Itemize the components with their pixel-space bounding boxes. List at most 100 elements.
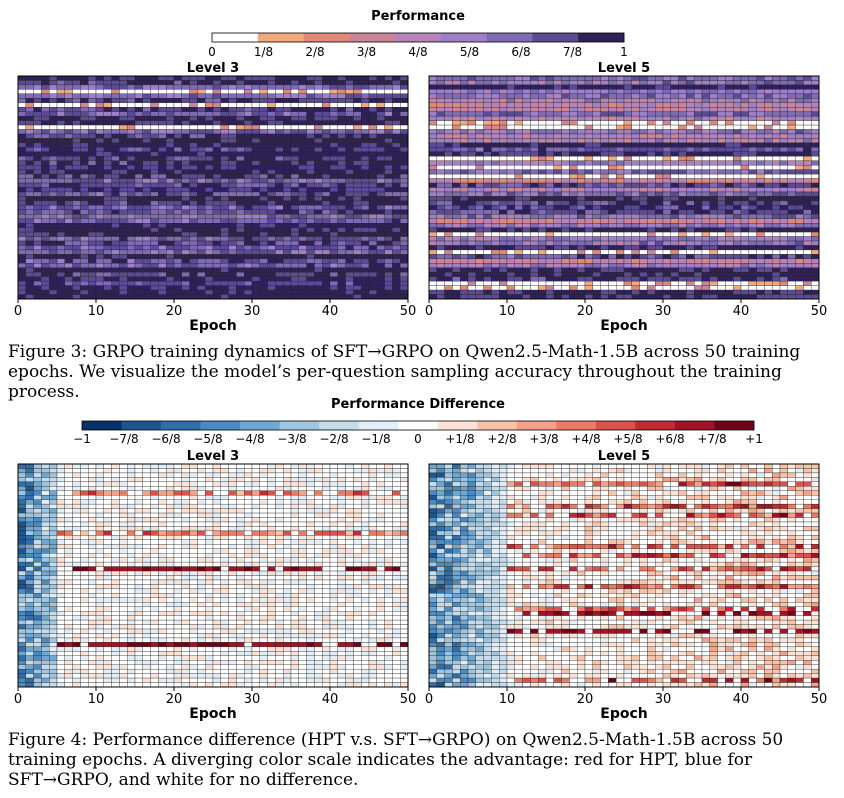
fig3-level3-cell — [228, 84, 237, 90]
fig3-level5-cell — [553, 138, 562, 144]
fig3-level3-cell — [306, 200, 315, 206]
fig3-level5-cell — [678, 218, 687, 224]
fig3-level5-cell — [748, 107, 757, 112]
fig3-level5-cell — [717, 102, 726, 108]
fig3-level5-cell — [709, 289, 718, 295]
fig3-level3-cell — [88, 231, 97, 237]
fig3-level3-cell — [197, 200, 206, 206]
fig3-level3-cell — [33, 263, 42, 268]
fig3-level5-cell — [647, 120, 656, 126]
fig3-level5-cell — [499, 169, 508, 175]
fig3-level3-cell — [392, 173, 401, 179]
fig3-level5-cell — [631, 102, 640, 108]
fig3-level5-cell — [779, 196, 788, 202]
fig3-level3-cell — [220, 236, 229, 242]
fig3-level5-cell — [756, 151, 765, 157]
fig3-level3-cell — [189, 249, 198, 255]
fig3-level3-cell — [298, 156, 307, 161]
fig3-level3-cell — [181, 254, 190, 260]
fig3-level3-cell — [181, 223, 190, 228]
fig3-level5-cell — [428, 178, 437, 184]
fig3-level3-cell — [220, 75, 229, 81]
fig3-level3-cell — [95, 102, 104, 108]
fig3-level3-cell — [173, 156, 182, 161]
fig3-level5-cell — [569, 200, 578, 206]
fig3-level3-cell — [314, 285, 323, 291]
fig3-level5-cell — [467, 142, 476, 148]
fig3-level3-cell — [119, 249, 128, 255]
fig3-level5-cell — [530, 156, 539, 161]
fig3-level5-cell — [787, 80, 796, 86]
fig3-level5-cell — [475, 263, 484, 268]
fig3-level3-cell — [290, 200, 299, 206]
fig3-level5-cell — [733, 93, 742, 99]
fig3-colorbar-swatch — [257, 33, 304, 42]
fig3-level3-cell — [368, 236, 377, 242]
fig3-level5-cell — [748, 231, 757, 237]
fig3-colorbar-title: Performance — [371, 9, 465, 24]
fig3-level5-cell — [662, 133, 671, 139]
fig3-level3-cell — [173, 107, 182, 112]
fig3-level5-cell — [561, 142, 570, 148]
fig3-level3-cell — [306, 258, 315, 264]
fig3-level5-cell — [717, 115, 726, 121]
fig3-level5-cell — [467, 227, 476, 233]
fig3-level3-cell — [283, 156, 292, 161]
fig3-level3-cell — [88, 147, 97, 152]
fig3-level3-cell — [275, 107, 284, 112]
fig3-level3-cell — [64, 93, 73, 99]
fig3-level5-cell — [733, 236, 742, 242]
fig3-level3-cell — [103, 187, 112, 193]
fig3-level5-cell — [678, 285, 687, 291]
fig3-level5-cell — [795, 178, 804, 184]
fig3-level5-cell — [522, 80, 531, 86]
fig3-level3-cell — [345, 236, 354, 242]
fig3-level3-cell — [259, 115, 268, 121]
fig3-level5-cell — [608, 133, 617, 139]
fig3-level3-cell — [72, 165, 81, 170]
fig3-level3-cell — [111, 107, 120, 112]
fig3-level3-cell — [306, 254, 315, 260]
fig3-level3-cell — [64, 182, 73, 188]
fig3-level5-cell — [491, 223, 500, 228]
fig3-level3-cell — [33, 272, 42, 277]
fig3-level5-cell — [623, 173, 632, 179]
fig3-level5-cell — [811, 187, 820, 193]
fig3-level3-cell — [392, 227, 401, 233]
fig3-level3-cell — [189, 173, 198, 179]
fig3-level3-cell — [166, 258, 175, 264]
fig3-level3-cell — [197, 267, 206, 273]
fig3-level5-cell — [569, 209, 578, 215]
fig3-level5-cell — [779, 151, 788, 157]
fig3-level5-cell — [467, 93, 476, 99]
fig3-level3-cell — [189, 124, 198, 130]
fig3-level3-cell — [345, 156, 354, 161]
fig3-level3-cell — [376, 98, 385, 103]
fig3-level5-cell — [748, 89, 757, 95]
fig3-level5-cell — [740, 218, 749, 224]
fig3-level5-cell — [444, 182, 453, 188]
fig3-level5-cell — [694, 223, 703, 228]
fig3-level3-cell — [189, 147, 198, 152]
fig3-level5-cell — [701, 196, 710, 202]
fig3-level5-cell — [616, 209, 625, 215]
fig3-level3-cell — [329, 98, 338, 103]
fig3-level3-cell — [95, 169, 104, 175]
fig3-level5-cell — [811, 107, 820, 112]
fig3-level5-cell — [467, 191, 476, 197]
fig3-level5-cell — [655, 276, 664, 282]
fig3-level3-cell — [353, 191, 362, 197]
fig3-level5-cell — [608, 227, 617, 233]
fig3-level5-cell — [779, 133, 788, 139]
fig3-level5-cell — [623, 75, 632, 81]
fig3-level5-cell — [483, 294, 492, 300]
fig3-level3-cell — [158, 196, 167, 202]
fig3-level3-cell — [56, 209, 65, 215]
fig3-level3-cell — [400, 138, 409, 144]
fig3-level5-cell — [483, 111, 492, 117]
fig3-level3-cell — [212, 160, 221, 166]
fig3-level3-cell — [205, 263, 214, 268]
fig3-level5-cell — [475, 102, 484, 108]
fig3-level5-cell — [600, 115, 609, 121]
fig3-level3-cell — [173, 223, 182, 228]
